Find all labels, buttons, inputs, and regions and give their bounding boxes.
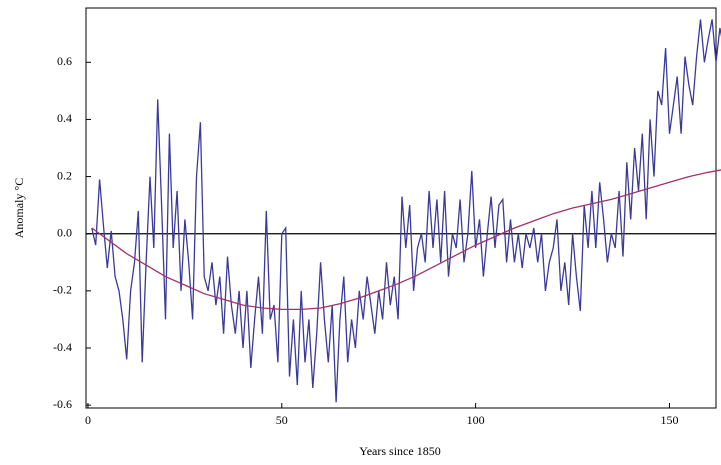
y-axis-label: Anomaly °C xyxy=(12,178,26,238)
y-tick-label: -0.2 xyxy=(53,283,72,297)
y-tick-label: 0.4 xyxy=(57,111,72,125)
y-tick-label: 0.2 xyxy=(57,168,72,182)
y-tick-label: 0.6 xyxy=(57,54,72,68)
data-line xyxy=(91,19,721,403)
x-tick-label: 150 xyxy=(660,413,678,427)
y-tick-label: 0.0 xyxy=(57,225,72,239)
plot-frame xyxy=(85,7,717,409)
x-axis-label: Years since 1850 xyxy=(359,444,440,458)
data-line xyxy=(91,169,721,311)
y-tick-label: -0.6 xyxy=(53,397,72,411)
x-tick-label: 0 xyxy=(85,413,91,427)
x-tick-label: 100 xyxy=(467,413,485,427)
x-tick-label: 50 xyxy=(276,413,288,427)
y-tick-label: -0.4 xyxy=(53,340,72,354)
